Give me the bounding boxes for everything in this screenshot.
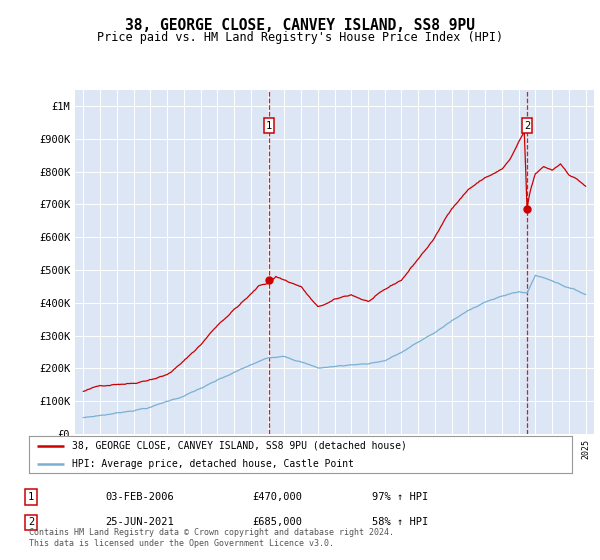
Text: 1: 1 [266, 121, 272, 131]
Text: 38, GEORGE CLOSE, CANVEY ISLAND, SS8 9PU: 38, GEORGE CLOSE, CANVEY ISLAND, SS8 9PU [125, 18, 475, 33]
Text: £685,000: £685,000 [252, 517, 302, 528]
Text: Price paid vs. HM Land Registry's House Price Index (HPI): Price paid vs. HM Land Registry's House … [97, 31, 503, 44]
Text: 25-JUN-2021: 25-JUN-2021 [105, 517, 174, 528]
Text: 58% ↑ HPI: 58% ↑ HPI [372, 517, 428, 528]
Text: 1: 1 [28, 492, 34, 502]
Text: 2: 2 [524, 121, 530, 131]
Text: 38, GEORGE CLOSE, CANVEY ISLAND, SS8 9PU (detached house): 38, GEORGE CLOSE, CANVEY ISLAND, SS8 9PU… [72, 441, 407, 451]
Text: 2: 2 [28, 517, 34, 528]
Text: 03-FEB-2006: 03-FEB-2006 [105, 492, 174, 502]
Text: Contains HM Land Registry data © Crown copyright and database right 2024.
This d: Contains HM Land Registry data © Crown c… [29, 528, 394, 548]
Text: £470,000: £470,000 [252, 492, 302, 502]
Text: 97% ↑ HPI: 97% ↑ HPI [372, 492, 428, 502]
Text: HPI: Average price, detached house, Castle Point: HPI: Average price, detached house, Cast… [72, 459, 354, 469]
